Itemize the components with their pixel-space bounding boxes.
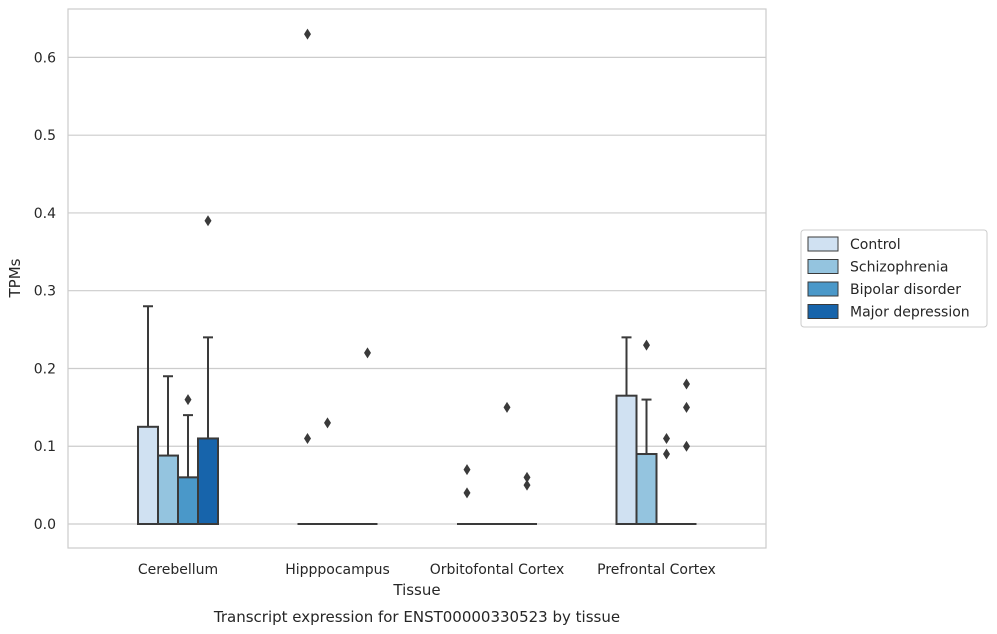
outlier-marker xyxy=(304,432,311,444)
box-0-1 xyxy=(157,375,179,526)
x-axis-ticks: Cerebellum Hipppocampus Orbitofontal Corte… xyxy=(138,562,716,578)
legend-frame xyxy=(800,229,988,328)
outlier-marker xyxy=(304,28,311,40)
legend-swatch xyxy=(807,304,839,319)
outlier-marker xyxy=(643,339,650,351)
grid-lines xyxy=(68,56,766,525)
outlier-marker xyxy=(523,471,531,483)
y-axis-label: TPMs xyxy=(6,258,24,298)
legend-entry: Major depression xyxy=(850,305,970,321)
outlier-marker xyxy=(204,215,212,227)
y-tick-label: 0.1 xyxy=(34,439,56,455)
x-tick-label: Hipppocampus xyxy=(285,562,390,578)
x-tick-label: Prefrontal Cortex xyxy=(597,562,716,578)
legend-swatch xyxy=(807,236,839,252)
box-body xyxy=(157,454,179,526)
box-1-0 xyxy=(297,28,318,525)
outlier-marker xyxy=(683,440,690,452)
plot-frame xyxy=(67,8,767,549)
outlier-marker xyxy=(324,417,331,429)
box-body xyxy=(137,425,159,525)
y-tick-label: 0.0 xyxy=(34,517,56,533)
y-tick-label: 0.2 xyxy=(34,361,56,377)
legend-entry: Control xyxy=(850,237,901,253)
legend-swatch xyxy=(807,259,839,274)
y-tick-label: 0.3 xyxy=(34,284,56,300)
box-3-1 xyxy=(635,339,658,526)
y-tick-label: 0.4 xyxy=(34,206,56,222)
box-3-2 xyxy=(656,432,677,525)
box-2-0 xyxy=(457,464,477,525)
box-0-0 xyxy=(137,305,159,525)
outlier-marker xyxy=(503,401,511,413)
box-3-3 xyxy=(676,378,697,525)
outlier-marker xyxy=(364,347,371,359)
outlier-marker xyxy=(523,479,531,491)
box-1-1 xyxy=(317,417,338,525)
box-0-2 xyxy=(177,394,199,525)
box-body xyxy=(177,476,199,525)
outlier-marker xyxy=(663,448,670,460)
outlier-marker xyxy=(463,487,471,499)
x-tick-label: Orbitofontal Cortex xyxy=(430,562,565,578)
legend-entry: Schizophrenia xyxy=(850,260,948,276)
box-body xyxy=(197,437,219,525)
outlier-marker xyxy=(463,464,471,476)
y-axis-ticks: 0.0 0.1 0.2 0.3 0.4 0.5 0.6 xyxy=(34,50,56,533)
legend: Control Schizophrenia Bipolar disorder Majo… xyxy=(800,229,988,328)
box-3-0 xyxy=(615,336,638,525)
box-1-3 xyxy=(357,347,378,525)
box-body xyxy=(635,453,658,526)
y-tick-label: 0.5 xyxy=(34,128,56,144)
legend-swatch xyxy=(807,281,839,297)
outlier-marker xyxy=(663,432,670,444)
box-0-3 xyxy=(197,215,219,525)
legend-entry: Bipolar disorder xyxy=(850,282,961,298)
x-tick-label: Cerebellum xyxy=(138,562,218,578)
box-2-2 xyxy=(497,401,517,525)
outlier-marker xyxy=(184,394,192,406)
box-series xyxy=(137,28,697,526)
outlier-marker xyxy=(683,401,690,413)
y-tick-label: 0.6 xyxy=(34,50,56,66)
chart-caption: Transcript expression for ENST0000033052… xyxy=(213,608,620,626)
box-2-3 xyxy=(517,471,537,525)
x-axis-label: Tissue xyxy=(392,581,440,599)
box-body xyxy=(615,394,638,525)
outlier-marker xyxy=(683,378,690,390)
